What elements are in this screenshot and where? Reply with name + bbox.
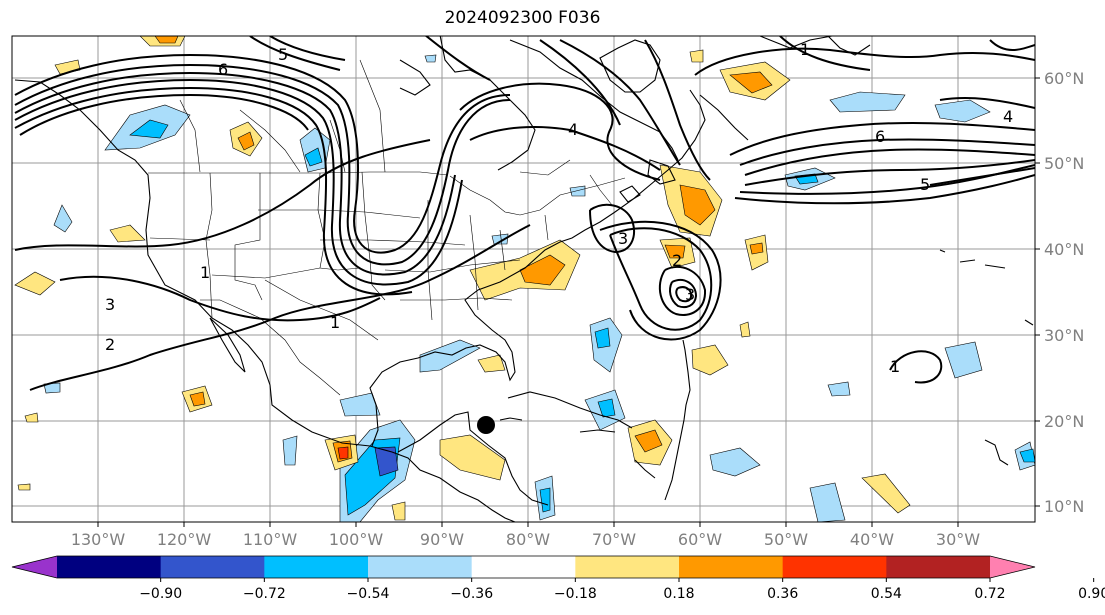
contour-label-5b: 5 (920, 175, 930, 194)
colorbar-tick-label: 0.18 (663, 586, 694, 602)
lon-label: 60°W (678, 530, 722, 549)
lon-label: 30°W (936, 530, 980, 549)
contour-label-5: 5 (278, 45, 288, 64)
colorbar-tick-label: −0.36 (450, 586, 493, 602)
colorbar-tick-label: −0.90 (139, 586, 182, 602)
lon-label: 130°W (71, 530, 126, 549)
colorbar: −0.90 −0.72 −0.54 −0.36 −0.18 0.18 0.36 0.54 0.7… (11, 555, 1105, 602)
lon-label: 90°W (420, 530, 464, 549)
lon-label: 100°W (329, 530, 384, 549)
lon-label: 70°W (592, 530, 636, 549)
lat-label: 10°N (1044, 497, 1084, 516)
contour-label-1c: 1 (890, 357, 900, 376)
lat-label: 40°N (1044, 240, 1084, 259)
contour-label-3b: 3 (685, 285, 695, 304)
lat-label: 20°N (1044, 412, 1084, 431)
lat-label: 50°N (1044, 154, 1084, 173)
colorbar-segment (679, 556, 784, 578)
map-title: 2024092300 F036 (444, 8, 601, 28)
contour-label-3c: 3 (105, 295, 115, 314)
contour-label-1d: 1 (800, 40, 810, 59)
lon-label: 50°W (764, 530, 808, 549)
colorbar-segment (471, 556, 576, 578)
colorbar-tick-label: 0.90 (1078, 586, 1105, 602)
colorbar-tick-label: 0.72 (974, 586, 1005, 602)
contour-label-2b: 2 (672, 251, 682, 270)
contours (14, 36, 1035, 391)
colorbar-segment (886, 556, 991, 578)
storm-center-marker (477, 416, 495, 434)
contour-label-6: 6 (218, 60, 228, 79)
colorbar-tick-label: −0.54 (347, 586, 390, 602)
lon-label: 110°W (243, 530, 298, 549)
contour-label-1b: 1 (200, 263, 210, 282)
colorbar-segment (264, 556, 369, 578)
colorbar-segment (160, 556, 265, 578)
lon-label: 40°W (850, 530, 894, 549)
contour-label-4: 4 (568, 120, 578, 139)
contour-label-3: 3 (618, 229, 628, 248)
map-frame (11, 35, 1036, 523)
colorbar-extend-low (12, 556, 57, 578)
colorbar-segment (368, 556, 473, 578)
colorbar-tick-label: 0.54 (871, 586, 902, 602)
colorbar-segment (57, 556, 162, 578)
lat-axis: 60°N 50°N 40°N 30°N 20°N 10°N (1035, 69, 1084, 516)
shaded-anomalies (14, 36, 1035, 522)
colorbar-segment (782, 556, 887, 578)
colorbar-tick-label: 0.36 (767, 586, 798, 602)
lon-label: 80°W (506, 530, 550, 549)
contour-label-1: 1 (330, 313, 340, 332)
contour-label-4b: 4 (1003, 107, 1013, 126)
contour-label-2: 2 (105, 335, 115, 354)
coastlines (14, 36, 1034, 522)
lat-label: 60°N (1044, 69, 1084, 88)
colorbar-extend-high (990, 556, 1035, 578)
lon-label: 120°W (157, 530, 212, 549)
colorbar-outline (11, 555, 1036, 579)
contour-label-6b: 6 (875, 127, 885, 146)
colorbar-tick-label: −0.72 (243, 586, 286, 602)
contour-labels: 6 5 4 3 2 1 1 6 5 4 3 2 1 1 3 (105, 40, 1013, 376)
lon-axis: 130°W 120°W 110°W 100°W 90°W 80°W 70°W 6… (71, 522, 980, 549)
colorbar-segment (575, 556, 680, 578)
colorbar-tick-label: −0.18 (554, 586, 597, 602)
lat-label: 30°N (1044, 326, 1084, 345)
